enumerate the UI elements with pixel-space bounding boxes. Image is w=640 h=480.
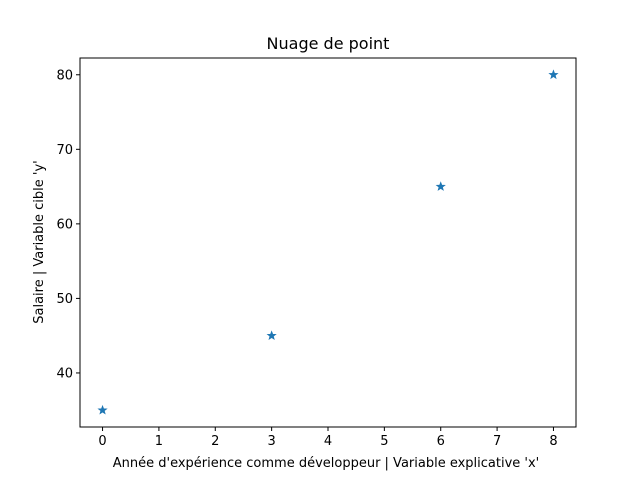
x-tick-label: 2 — [211, 434, 219, 449]
data-point — [97, 404, 108, 415]
data-point — [548, 69, 559, 80]
x-tick-label: 4 — [324, 434, 332, 449]
y-tick-label: 60 — [56, 217, 73, 232]
data-point — [435, 181, 446, 191]
x-tick-label: 1 — [155, 434, 163, 449]
x-tick-label: 5 — [380, 434, 388, 449]
y-axis-label: Salaire | Variable cible 'y' — [32, 160, 47, 323]
chart-title: Nuage de point — [267, 34, 390, 53]
x-axis-label: Année d'expérience comme développeur | V… — [113, 456, 540, 471]
data-point — [266, 330, 277, 341]
x-tick-label: 0 — [98, 434, 106, 449]
y-tick-label: 40 — [56, 366, 73, 381]
y-tick-label: 50 — [56, 292, 73, 307]
x-tick-label: 6 — [437, 434, 445, 449]
y-tick-label: 70 — [56, 143, 73, 158]
y-tick-label: 80 — [56, 68, 73, 83]
x-tick-label: 7 — [493, 434, 501, 449]
x-tick-label: 8 — [549, 434, 557, 449]
plot-area: 0 1 2 3 4 5 6 7 8 40 50 60 70 80 — [56, 57, 577, 449]
x-tick-label: 3 — [267, 434, 275, 449]
